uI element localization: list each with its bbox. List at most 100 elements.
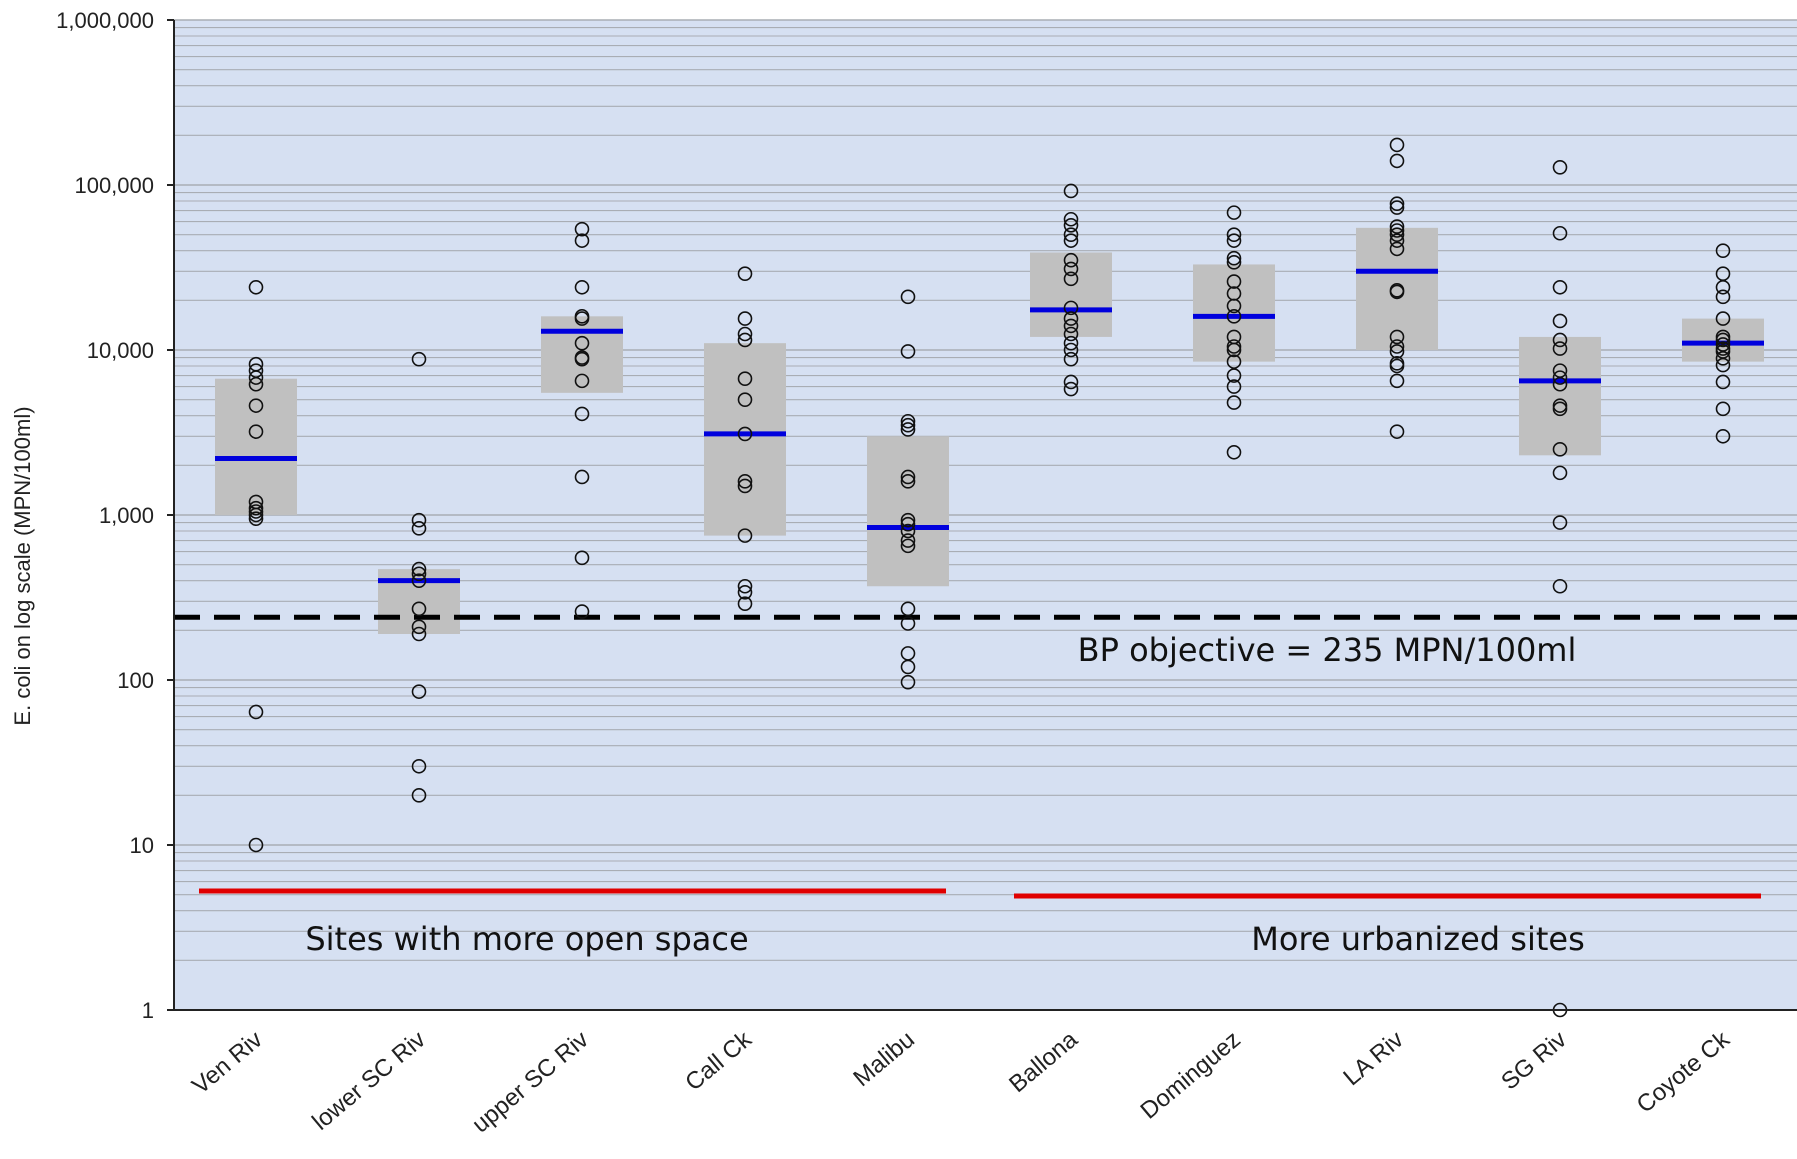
data-point: [248, 370, 264, 385]
data-point: [1063, 252, 1079, 268]
data-point: [1389, 424, 1405, 439]
data-point: [574, 311, 590, 326]
box-8: [1519, 336, 1601, 456]
x-category-label: upper SC Riv: [467, 1026, 594, 1138]
data-point: [1063, 342, 1079, 358]
data-point: [411, 521, 427, 536]
y-tick-label: 1,000,000: [56, 8, 154, 33]
data-points: [248, 137, 1731, 1018]
data-point: [737, 596, 753, 612]
data-point: [1552, 515, 1568, 530]
y-tick-label: 1,000: [99, 503, 154, 528]
box-5: [1030, 252, 1112, 337]
x-tick-labels: Ven Riv lower SC Riv upper SC Riv Call Ck Ma…: [187, 1025, 1735, 1138]
data-point: [1552, 465, 1568, 481]
data-point: [1226, 205, 1242, 220]
data-point: [574, 221, 590, 237]
data-point: [900, 659, 916, 675]
data-point: [1389, 200, 1405, 215]
data-point: [1715, 279, 1731, 295]
x-category-label: Ballona: [1004, 1025, 1083, 1098]
data-point: [900, 344, 916, 359]
x-category-label: lower SC Riv: [307, 1026, 431, 1136]
y-tick-label: 10,000: [87, 338, 154, 363]
data-point: [574, 469, 590, 485]
data-point: [737, 478, 753, 494]
data-point: [248, 398, 264, 413]
data-point: [900, 474, 916, 489]
data-point: [737, 426, 753, 442]
data-point: [1552, 578, 1568, 594]
data-point: [1063, 217, 1079, 233]
data-point: [574, 351, 590, 367]
data-point: [737, 266, 753, 282]
data-point: [1063, 233, 1079, 248]
data-point: [900, 289, 916, 305]
data-point: [1389, 137, 1405, 153]
data-point: [248, 511, 264, 526]
data-point: [411, 758, 427, 774]
x-category-label: Dominguez: [1135, 1026, 1245, 1125]
data-point: [1715, 374, 1731, 390]
data-point: [1226, 395, 1242, 410]
data-point: [1715, 289, 1731, 305]
data-point: [1063, 227, 1079, 242]
data-point: [737, 474, 753, 489]
data-point: [1552, 160, 1568, 175]
data-point: [1552, 376, 1568, 392]
data-point: [1552, 225, 1568, 241]
data-point: [737, 578, 753, 594]
data-point: [1226, 368, 1242, 383]
data-point: [737, 311, 753, 326]
data-point: [1063, 374, 1079, 390]
data-point: [248, 504, 264, 519]
data-point: [1226, 250, 1242, 266]
data-point: [1715, 401, 1731, 417]
data-point: [737, 371, 753, 386]
data-point: [1389, 329, 1405, 345]
data-point: [1226, 339, 1242, 354]
data-point: [1552, 370, 1568, 385]
data-point: [1063, 300, 1079, 316]
data-point: [1063, 183, 1079, 199]
box-4: [867, 436, 949, 587]
data-point: [574, 550, 590, 566]
data-point: [1226, 379, 1242, 394]
x-category-label: Ven Riv: [187, 1026, 268, 1100]
box-0: [215, 378, 297, 515]
data-point: [248, 704, 264, 720]
data-point: [1389, 233, 1405, 248]
data-point: [900, 413, 916, 429]
data-point: [411, 626, 427, 642]
x-category-label: Coyote Ck: [1632, 1025, 1736, 1118]
y-tick-label: 100,000: [74, 173, 154, 198]
data-point: [574, 233, 590, 248]
data-point: [1389, 153, 1405, 169]
y-tick-label: 1: [142, 998, 154, 1023]
data-point: [1063, 318, 1079, 334]
data-point: [411, 619, 427, 635]
data-point: [1552, 341, 1568, 356]
data-point: [248, 837, 264, 853]
data-point: [1063, 326, 1079, 342]
data-point: [1715, 428, 1731, 444]
data-point: [1226, 309, 1242, 324]
data-point: [411, 684, 427, 699]
data-point: [411, 788, 427, 803]
data-point: [1715, 337, 1731, 352]
group-markers: [199, 888, 1761, 899]
data-point: [1063, 311, 1079, 326]
data-point: [1226, 342, 1242, 358]
x-category-label: Malibu: [848, 1026, 920, 1092]
data-point: [900, 616, 916, 631]
group-label-open-space: Sites with more open space: [305, 920, 748, 958]
data-point: [1226, 233, 1242, 248]
data-point: [1715, 243, 1731, 258]
data-point: [574, 335, 590, 351]
data-point: [411, 351, 427, 367]
x-category-label: LA Riv: [1338, 1026, 1408, 1091]
data-point: [1715, 332, 1731, 348]
data-point: [1226, 274, 1242, 289]
data-point: [900, 512, 916, 528]
